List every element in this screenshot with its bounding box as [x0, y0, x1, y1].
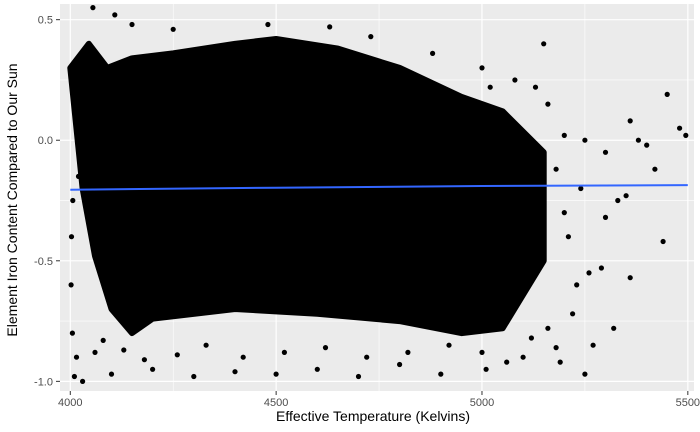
- data-point: [100, 337, 106, 343]
- data-point: [150, 366, 156, 372]
- data-point: [541, 41, 547, 47]
- data-point: [80, 378, 86, 384]
- data-point: [314, 366, 320, 372]
- data-point: [92, 349, 98, 355]
- data-point: [627, 118, 633, 124]
- x-tick-label: 4000: [58, 397, 82, 409]
- data-point: [327, 24, 333, 30]
- data-point: [73, 354, 80, 360]
- x-tick-label: 5500: [676, 397, 700, 409]
- data-point: [615, 197, 621, 204]
- data-point: [322, 345, 329, 351]
- data-point: [623, 193, 629, 199]
- data-point: [611, 325, 617, 331]
- data-point: [479, 65, 485, 71]
- data-point: [75, 173, 82, 179]
- data-point: [582, 137, 588, 143]
- data-point: [170, 26, 176, 32]
- data-point: [578, 185, 584, 192]
- data-point: [68, 234, 75, 240]
- trend-line: [70, 184, 688, 191]
- data-point: [561, 210, 567, 216]
- data-point: [479, 125, 485, 131]
- data-point: [520, 354, 526, 360]
- y-axis-title: Element Iron Content Compared to Our Sun: [4, 63, 20, 336]
- scatter-points: [68, 5, 689, 384]
- y-tick-label: -1.0: [34, 376, 53, 388]
- x-tick-label: 5000: [470, 397, 494, 409]
- data-point: [368, 34, 374, 40]
- data-point: [70, 197, 76, 204]
- data-point: [129, 21, 135, 28]
- x-tick-label: 4500: [264, 397, 288, 409]
- data-point: [545, 101, 551, 107]
- data-point: [273, 371, 279, 377]
- data-point: [561, 132, 567, 138]
- data-point: [69, 330, 75, 336]
- data-point: [512, 77, 518, 83]
- data-point: [446, 342, 452, 348]
- data-point: [191, 373, 197, 380]
- data-point: [545, 325, 551, 331]
- data-point: [582, 371, 588, 377]
- x-axis-ticks: 4000 4500 5000 5500: [58, 391, 700, 409]
- data-point: [602, 149, 609, 155]
- data-point: [553, 166, 559, 172]
- data-point: [598, 265, 605, 271]
- data-point: [627, 275, 633, 281]
- data-point: [121, 347, 127, 353]
- data-point: [557, 359, 563, 365]
- data-point: [108, 371, 115, 377]
- data-point: [479, 349, 485, 355]
- data-point: [71, 373, 77, 380]
- data-point: [565, 234, 572, 240]
- y-axis-ticks: -1.0 -0.5 0.0 0.5: [34, 15, 60, 388]
- data-point: [677, 125, 683, 131]
- data-point: [574, 282, 580, 288]
- data-point: [355, 373, 362, 380]
- data-point: [90, 5, 96, 11]
- data-point: [504, 359, 510, 365]
- y-tick-label: 0.5: [38, 15, 53, 27]
- data-point: [602, 214, 609, 220]
- data-point: [590, 342, 596, 348]
- data-point: [265, 21, 271, 28]
- data-point: [232, 369, 238, 375]
- data-point: [660, 238, 666, 245]
- data-point: [281, 349, 287, 355]
- data-point: [397, 361, 403, 368]
- data-point: [174, 352, 180, 358]
- data-point: [438, 371, 444, 377]
- data-point: [586, 270, 592, 276]
- data-point: [364, 354, 370, 360]
- data-point: [553, 345, 559, 351]
- x-axis-title: Effective Temperature (Kelvins): [276, 408, 470, 424]
- data-point: [652, 166, 658, 172]
- data-point: [483, 366, 489, 372]
- plot-area: [67, 5, 689, 384]
- y-tick-label: 0.0: [38, 135, 53, 147]
- data-point: [487, 84, 493, 90]
- data-point: [570, 311, 576, 317]
- data-point: [532, 84, 539, 90]
- data-point: [635, 137, 642, 143]
- dense-point-cloud: [67, 36, 547, 337]
- trend-lines: [70, 184, 688, 191]
- data-point: [430, 50, 436, 57]
- data-point: [405, 349, 411, 355]
- data-point: [203, 342, 209, 348]
- data-point: [141, 357, 147, 363]
- data-point: [112, 12, 118, 18]
- data-point: [644, 142, 650, 148]
- data-point: [528, 335, 535, 341]
- data-point: [683, 132, 689, 138]
- data-point: [68, 282, 74, 288]
- y-tick-label: -0.5: [34, 256, 53, 268]
- data-point: [240, 354, 246, 360]
- data-point: [664, 91, 670, 97]
